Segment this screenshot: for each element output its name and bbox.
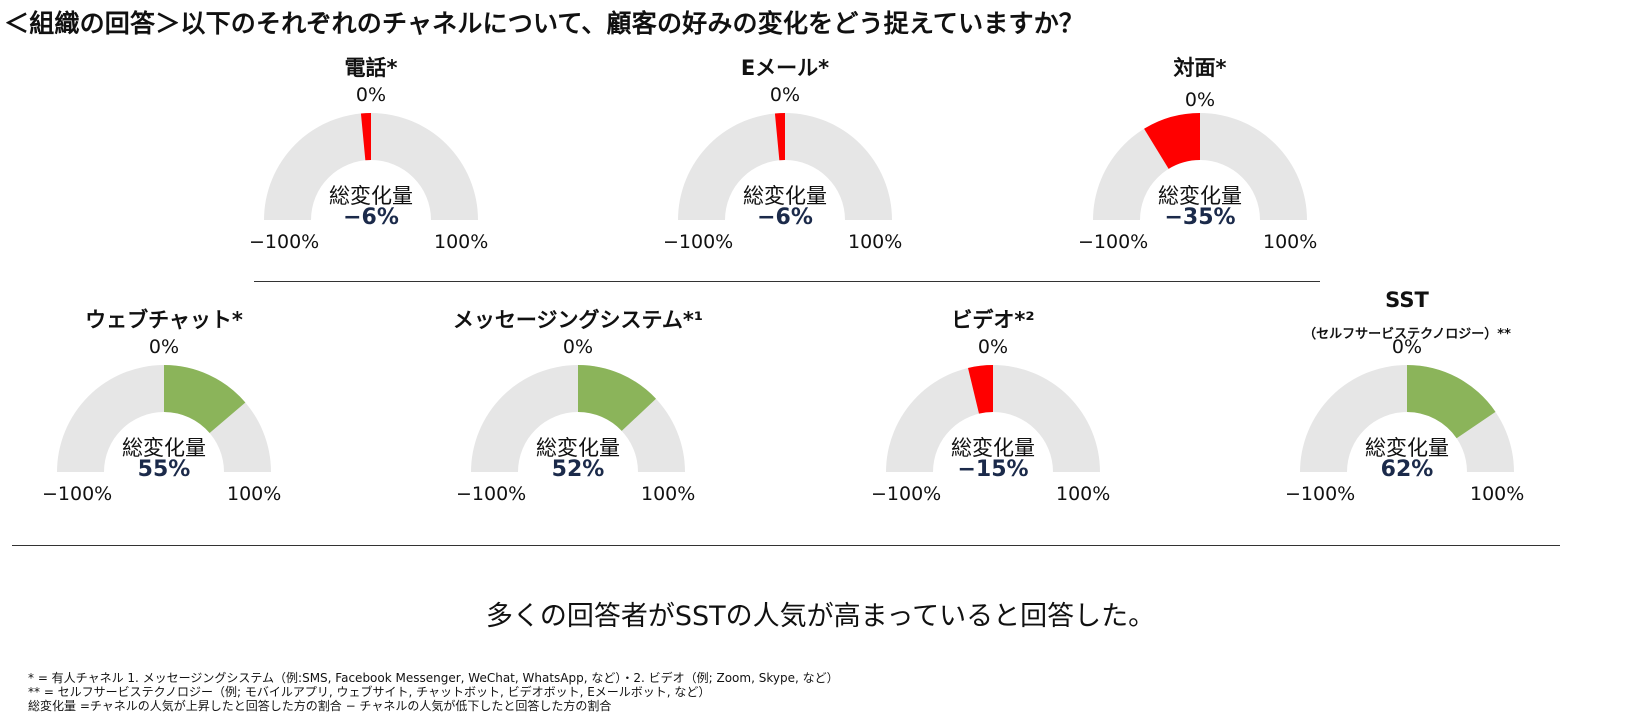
- gauge-value-arc: [360, 113, 371, 161]
- gauge-max-label: 100%: [641, 483, 696, 505]
- gauge-value: −35%: [1164, 205, 1236, 230]
- gauge-title: Eメール*: [740, 56, 830, 80]
- gauge-min-label: −100%: [871, 483, 942, 505]
- gauge-value-arc: [164, 365, 246, 434]
- page-title: ＜組織の回答＞以下のそれぞれのチャネルについて、顧客の好みの変化をどう捉えていま…: [4, 9, 1085, 38]
- gauge-total-label: 総変化量: [1365, 436, 1449, 460]
- footnote: 総変化量 =チャネルの人気が上昇したと回答した方の割合 − チャネルの人気が低下…: [28, 699, 612, 713]
- gauge-value-arc: [968, 365, 993, 414]
- gauge-title: 対面*: [1173, 56, 1227, 80]
- gauge-0: 電話* 0% 総変化量 −6% −100% 100%: [221, 52, 521, 253]
- gauge-value: −15%: [957, 457, 1029, 482]
- gauge-total-label: 総変化量: [536, 436, 620, 460]
- gauge-track: [678, 113, 892, 220]
- gauge-track: [1093, 113, 1307, 220]
- gauge-title: 電話*: [344, 56, 398, 80]
- gauge-zero-label: 0%: [1391, 336, 1423, 358]
- gauge-2: 対面* 0% 総変化量 −35% −100% 100%: [1050, 52, 1350, 253]
- gauge-min-label: −100%: [249, 231, 320, 253]
- gauge-zero-label: 0%: [355, 84, 387, 106]
- gauge-value-arc: [578, 365, 656, 431]
- gauge-min-label: −100%: [456, 483, 527, 505]
- gauge-3: ウェブチャット* 0% 総変化量 55% −100% 100%: [14, 304, 314, 505]
- gauge-track: [264, 113, 478, 220]
- gauge-total-label: 総変化量: [743, 184, 827, 208]
- gauge-zero-label: 0%: [977, 336, 1009, 358]
- gauge-title: ウェブチャット*: [85, 308, 243, 332]
- gauge-1: Eメール* 0% 総変化量 −6% −100% 100%: [635, 52, 935, 253]
- gauge-svg: [1300, 365, 1514, 472]
- gauge-title: SST: [1385, 288, 1429, 312]
- gauge-value: 52%: [551, 457, 605, 482]
- gauge-5: ビデオ*² 0% 総変化量 −15% −100% 100%: [843, 304, 1143, 505]
- gauge-max-label: 100%: [227, 483, 282, 505]
- gauge-total-label: 総変化量: [122, 436, 206, 460]
- gauge-subtitle: （セルフサービステクノロジー）**: [1303, 327, 1511, 342]
- footnote: ** = セルフサービステクノロジー（例; モバイルアプリ, ウェブサイト, チ…: [28, 685, 711, 699]
- gauge-value: 55%: [137, 457, 191, 482]
- footnotes: * = 有人チャネル 1. メッセージングシステム（例:SMS, Faceboo…: [28, 671, 839, 713]
- gauge-title: メッセージングシステム*¹: [452, 308, 704, 332]
- gauge-zero-label: 0%: [1184, 89, 1216, 111]
- gauge-6: SST （セルフサービステクノロジー）** 0% 総変化量 62% −100% 100%: [1257, 288, 1557, 505]
- gauge-max-label: 100%: [1056, 483, 1111, 505]
- gauge-value: −6%: [757, 205, 813, 230]
- conclusion-text: 多くの回答者がSSTの人気が高まっていると回答した。: [485, 601, 1156, 632]
- gauge-value: −6%: [343, 205, 399, 230]
- divider-top: [254, 281, 1320, 282]
- gauge-max-label: 100%: [434, 231, 489, 253]
- gauge-min-label: −100%: [1285, 483, 1356, 505]
- gauge-value: 62%: [1380, 457, 1434, 482]
- gauge-max-label: 100%: [1470, 483, 1525, 505]
- gauge-min-label: −100%: [42, 483, 113, 505]
- gauge-zero-label: 0%: [769, 84, 801, 106]
- gauge-max-label: 100%: [848, 231, 903, 253]
- gauge-svg: [264, 113, 478, 220]
- gauge-min-label: −100%: [663, 231, 734, 253]
- gauge-track: [886, 365, 1100, 472]
- gauge-4: メッセージングシステム*¹ 0% 総変化量 52% −100% 100%: [428, 304, 728, 505]
- gauge-svg: [57, 365, 271, 472]
- gauge-value-arc: [1407, 365, 1496, 439]
- gauge-value-arc: [1144, 113, 1200, 169]
- gauge-max-label: 100%: [1263, 231, 1318, 253]
- gauge-zero-label: 0%: [562, 336, 594, 358]
- gauge-svg: [678, 113, 892, 220]
- footnote: * = 有人チャネル 1. メッセージングシステム（例:SMS, Faceboo…: [28, 671, 839, 685]
- gauge-value-arc: [774, 113, 785, 161]
- gauge-svg: [886, 365, 1100, 472]
- gauge-title: ビデオ*²: [951, 308, 1035, 332]
- gauge-total-label: 総変化量: [329, 184, 413, 208]
- gauge-svg: [1093, 113, 1307, 220]
- gauge-min-label: −100%: [1078, 231, 1149, 253]
- gauge-svg: [471, 365, 685, 472]
- gauge-total-label: 総変化量: [951, 436, 1035, 460]
- divider-bottom: [12, 545, 1560, 546]
- gauge-zero-label: 0%: [148, 336, 180, 358]
- gauge-total-label: 総変化量: [1158, 184, 1242, 208]
